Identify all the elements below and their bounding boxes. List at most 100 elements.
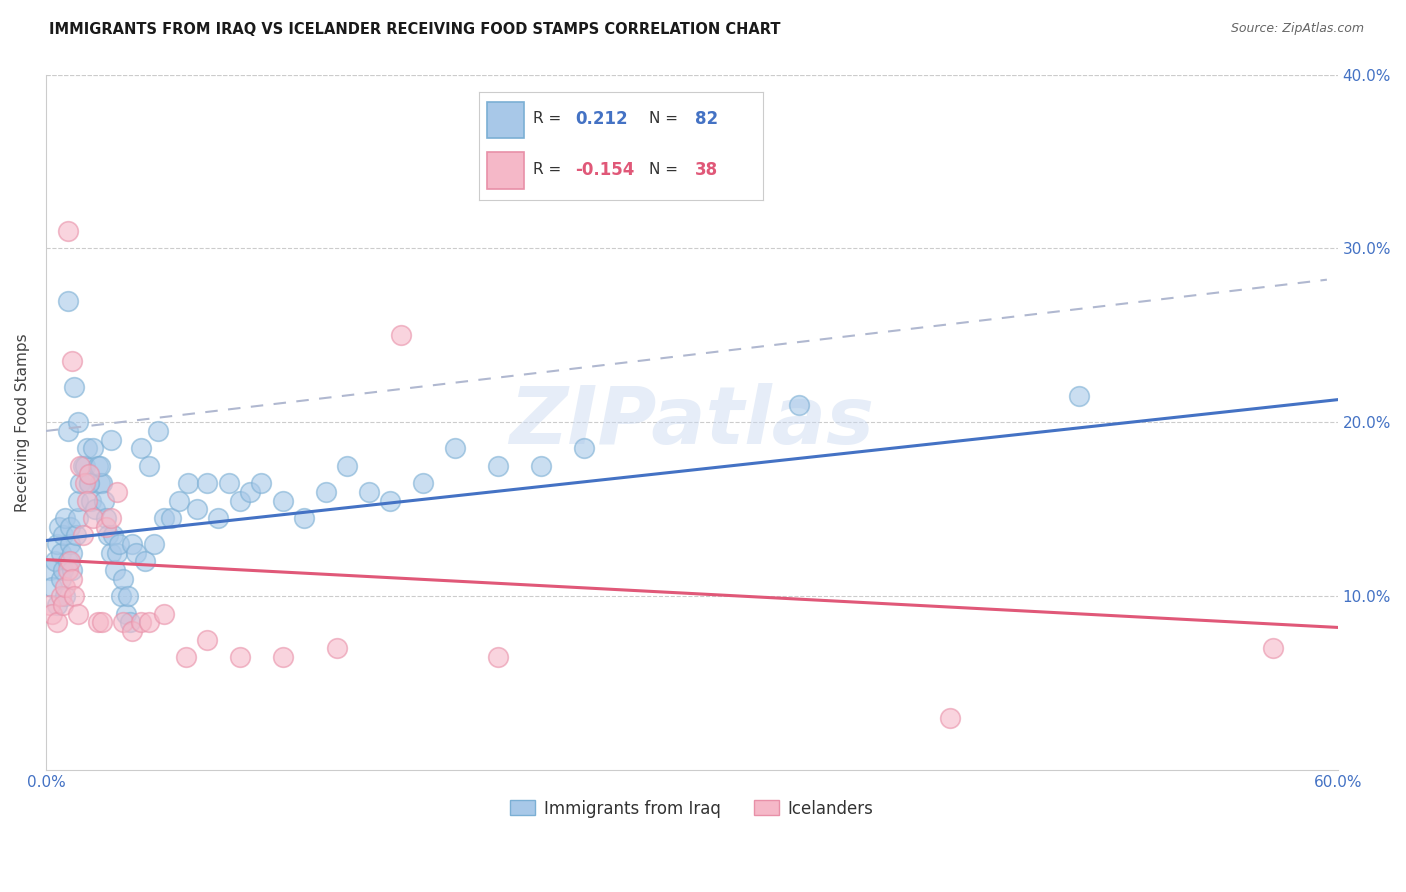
Point [65,528,87,542]
Point [271,493,294,508]
Point [89,476,111,491]
Point [52,528,75,542]
Point [67,511,90,525]
Point [207,511,229,525]
Point [100,546,122,560]
Y-axis label: Receiving Food Stamps: Receiving Food Stamps [15,333,30,512]
Point [59,537,82,551]
Point [89,458,111,473]
Point [76,442,98,456]
Point [49,572,72,586]
Point [56,424,79,438]
Point [108,537,131,551]
Point [357,484,380,499]
Point [84,502,107,516]
Point [389,328,412,343]
Text: ZIPatlas: ZIPatlas [509,384,875,461]
Point [56,563,79,577]
Point [91,476,114,491]
Point [69,458,91,473]
Point [100,433,122,447]
Point [197,632,219,647]
Point [169,493,191,508]
Point [380,493,402,508]
Point [160,511,183,525]
Point [76,493,98,508]
Text: Source: ZipAtlas.com: Source: ZipAtlas.com [1230,22,1364,36]
Point [146,424,169,438]
Point [444,442,467,456]
Point [125,546,148,560]
Point [228,650,250,665]
Point [82,511,104,525]
Point [114,607,136,621]
Point [486,458,509,473]
Point [228,493,250,508]
Point [56,224,79,238]
Point [69,476,91,491]
Point [60,572,83,586]
Point [129,615,152,630]
Point [86,615,108,630]
Point [86,458,108,473]
Point [1261,641,1284,656]
Point [93,493,115,508]
Point [789,398,811,412]
Point [134,554,156,568]
Point [239,484,262,499]
Point [412,476,434,491]
Point [39,598,62,612]
Point [121,624,143,638]
Point [138,458,160,473]
Point [49,589,72,603]
Point [117,589,139,603]
Point [60,354,83,368]
Point [67,415,90,429]
Point [572,442,595,456]
Point [56,293,79,308]
Point [530,458,553,473]
Point [110,589,132,603]
Point [336,458,359,473]
Point [72,528,94,542]
Point [45,598,67,612]
Point [177,476,200,491]
Point [138,615,160,630]
Point [60,563,83,577]
Point [96,511,118,525]
Point [104,563,127,577]
Point [44,554,66,568]
Point [56,554,79,568]
Point [52,563,75,577]
Point [118,615,141,630]
Point [77,476,100,491]
Point [1069,389,1091,403]
Point [486,650,509,665]
Point [121,537,143,551]
Point [218,476,240,491]
Point [250,476,273,491]
Point [77,476,100,491]
Point [153,511,176,525]
Point [53,581,76,595]
Point [186,502,208,516]
Point [174,650,197,665]
Point [67,493,90,508]
Point [67,607,90,621]
Point [59,519,82,533]
Point [77,467,100,482]
Point [153,607,176,621]
Point [53,511,76,525]
Point [80,493,103,508]
Point [100,511,122,525]
Point [45,537,67,551]
Point [41,607,63,621]
Point [39,563,62,577]
Point [59,554,82,568]
Point [82,442,104,456]
Point [41,581,63,595]
Point [939,711,962,725]
Point [73,476,96,491]
Point [45,615,67,630]
Point [105,546,128,560]
